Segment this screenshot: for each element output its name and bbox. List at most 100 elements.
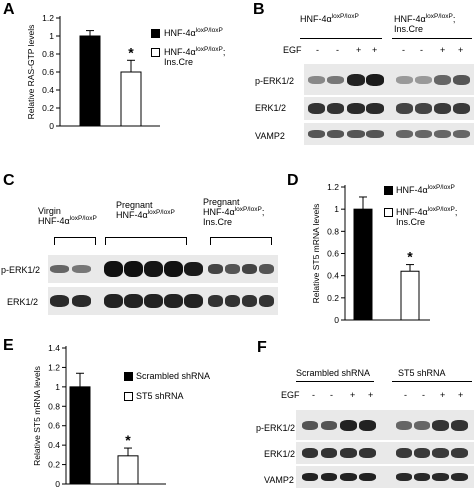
y-tick-label: 1: [49, 31, 54, 41]
legend-a-swatch-2: [151, 48, 160, 57]
group-f-2: ST5 shRNA: [398, 368, 446, 378]
legend-a-item-1: HNF-4αloxP/loxP: [164, 27, 223, 38]
panel-label-a: A: [3, 1, 15, 18]
blot-f-vamp2: [296, 466, 474, 488]
bracket-c-3: [210, 237, 272, 245]
row-label-f-perk: p-ERK1/2: [256, 423, 296, 433]
group-c-3: Pregnant HNF-4αloxP/loxP; Ins.Cre: [203, 197, 265, 227]
panel-label-c: C: [3, 172, 15, 189]
blot-b-perk: [304, 64, 474, 95]
legend-d-item-2: HNF-4αloxP/loxP; Ins.Cre: [396, 206, 458, 227]
significance-star: *: [128, 44, 134, 60]
legend-e-swatch-2: [124, 392, 133, 401]
group-b-2-line: [392, 38, 472, 39]
y-tick-label: 0.6: [48, 421, 60, 431]
group-b-1-line: [300, 38, 382, 39]
y-tick-label: 0.6: [327, 249, 339, 259]
y-tick-label: 0.8: [48, 401, 60, 411]
y-tick-label: 0.2: [48, 460, 60, 470]
bracket-c-2: [105, 237, 187, 245]
y-tick-label: 0.4: [327, 271, 339, 281]
treatment-mark: +: [372, 45, 378, 55]
treatment-mark: -: [404, 390, 407, 400]
group-b-1: HNF-4αloxP/loxP: [300, 13, 359, 24]
row-label-f-vamp2: VAMP2: [264, 475, 294, 485]
y-axis-label: Relative ST5 mRNA levels: [32, 366, 42, 466]
blot-f-perk: [296, 410, 474, 440]
treatment-mark: +: [356, 45, 362, 55]
blot-c-perk: [48, 255, 278, 283]
treatment-label-b: EGF: [283, 45, 302, 55]
bracket-c-1: [54, 237, 96, 245]
panel-label-b: B: [253, 1, 265, 18]
group-f-2-line: [392, 381, 472, 382]
bar: [69, 386, 91, 485]
treatment-mark: -: [420, 45, 423, 55]
group-b-2: HNF-4αloxP/loxP; Ins.Cre: [394, 13, 456, 34]
treatment-mark: +: [440, 390, 446, 400]
y-tick-label: 1.2: [327, 182, 339, 192]
legend-d-swatch-1: [384, 186, 393, 195]
legend-e-item-2: ST5 shRNA: [136, 391, 184, 401]
panel-label-e: E: [3, 337, 14, 354]
bar: [400, 270, 420, 321]
row-label-b-erk: ERK1/2: [255, 103, 287, 113]
treatment-mark: -: [422, 390, 425, 400]
panel-label-d: D: [287, 172, 299, 189]
blot-f-erk: [296, 442, 474, 464]
y-tick-label: 0.2: [42, 103, 54, 113]
y-tick-label: 0.8: [327, 226, 339, 236]
chart-e: 0 0.2 0.4 0.6 0.8 1 1.2 1.4 Relative ST5 mRNA le…: [32, 343, 166, 489]
treatment-mark: -: [330, 390, 333, 400]
treatment-mark: -: [402, 45, 405, 55]
chart-a: 0 0.2 0.4 0.6 0.8 1 1.2 Relative RAS-GTP levels…: [26, 13, 160, 131]
treatment-mark: +: [440, 45, 446, 55]
panel-label-f: F: [257, 339, 267, 356]
y-tick-label: 0.4: [48, 440, 60, 450]
y-tick-label: 1: [334, 204, 339, 214]
treatment-mark: -: [312, 390, 315, 400]
group-f-1: Scrambled shRNA: [296, 368, 371, 378]
significance-star: *: [125, 432, 131, 448]
legend-a-item-2: HNF-4αloxP/loxP; Ins.Cre: [164, 46, 226, 67]
legend-d-swatch-2: [384, 208, 393, 217]
y-tick-label: 0: [55, 479, 60, 489]
group-c-2: Pregnant HNF-4αloxP/loxP: [116, 200, 175, 220]
blot-b-erk: [304, 97, 474, 120]
blot-c-erk: [48, 287, 278, 315]
row-label-c-perk: p-ERK1/2: [1, 265, 41, 275]
legend-e-swatch-1: [124, 372, 133, 381]
row-label-b-vamp2: VAMP2: [255, 131, 285, 141]
bar: [353, 208, 373, 321]
treatment-mark: -: [316, 45, 319, 55]
y-tick-label: 0: [49, 121, 54, 131]
y-tick-label: 0.6: [42, 67, 54, 77]
bar: [117, 455, 139, 485]
blot-b-vamp2: [304, 123, 474, 145]
significance-star: *: [407, 249, 413, 265]
treatment-mark: +: [368, 390, 374, 400]
row-label-f-erk: ERK1/2: [264, 449, 296, 459]
y-tick-label: 1: [55, 382, 60, 392]
group-f-1-line: [296, 381, 374, 382]
legend-a-swatch-1: [151, 29, 160, 38]
legend-e-item-1: Scrambled shRNA: [136, 371, 211, 381]
y-tick-label: 0.4: [42, 85, 54, 95]
y-tick-label: 1.2: [48, 362, 60, 372]
group-c-1: Virgin HNF-4αloxP/loxP: [38, 206, 97, 226]
y-axis-label: Relative ST5 mRNA levels: [311, 204, 321, 304]
row-label-b-perk: p-ERK1/2: [255, 76, 295, 86]
legend-d-item-1: HNF-4αloxP/loxP: [396, 184, 455, 195]
y-tick-label: 0.2: [327, 293, 339, 303]
treatment-label-f: EGF: [281, 390, 300, 400]
y-tick-label: 1.2: [42, 13, 54, 23]
treatment-mark: -: [336, 45, 339, 55]
chart-d: 0 0.2 0.4 0.6 0.8 1 1.2 Relative ST5 mRNA level…: [311, 182, 430, 325]
row-label-c-erk: ERK1/2: [7, 297, 39, 307]
y-tick-label: 0.8: [42, 49, 54, 59]
treatment-mark: +: [350, 390, 356, 400]
y-axis-label: Relative RAS-GTP levels: [26, 25, 36, 120]
treatment-mark: +: [458, 45, 464, 55]
y-tick-label: 1.4: [48, 343, 60, 353]
treatment-mark: +: [458, 390, 464, 400]
